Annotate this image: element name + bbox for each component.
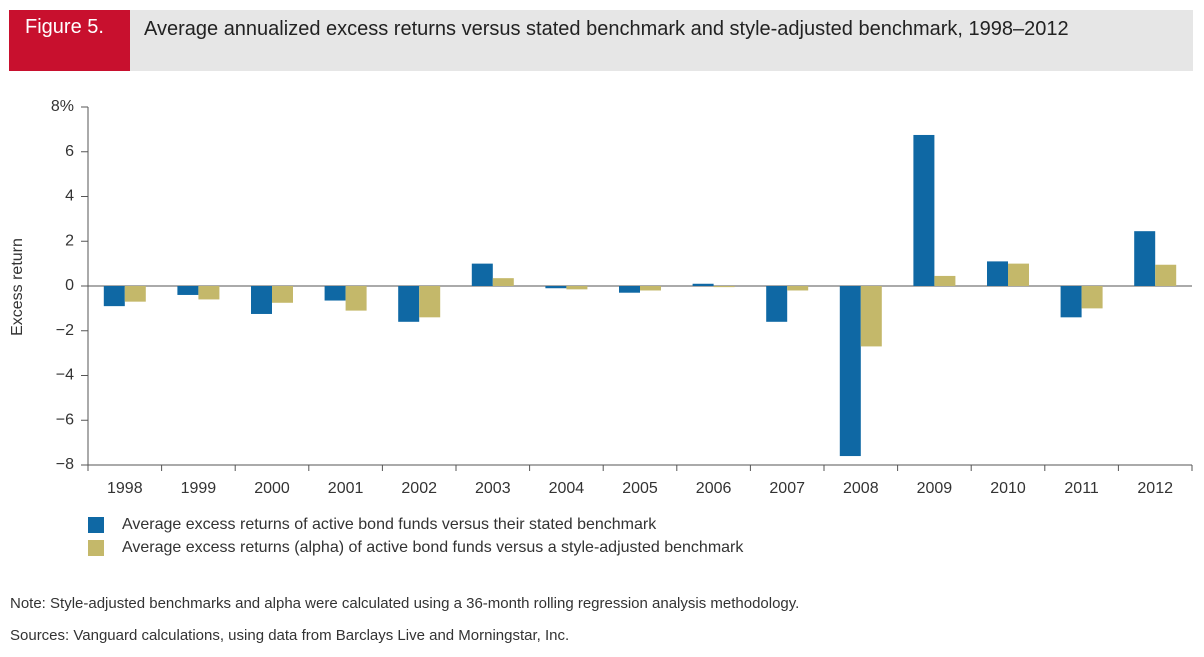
y-tick-label: 4 — [65, 188, 74, 205]
legend-swatch — [88, 540, 104, 556]
x-tick-label: 2009 — [917, 480, 953, 497]
bar — [1008, 263, 1029, 286]
bar — [124, 286, 146, 302]
bar — [1060, 286, 1082, 318]
bar — [860, 286, 882, 347]
bar — [619, 286, 640, 293]
bar — [492, 278, 514, 286]
x-tick-label: 2011 — [1064, 480, 1099, 497]
bar — [1155, 264, 1177, 286]
x-tick-label: 1999 — [181, 480, 217, 497]
bar — [987, 261, 1008, 286]
bar — [692, 283, 714, 286]
bar — [566, 286, 588, 290]
legend-swatch — [88, 517, 104, 533]
bar — [839, 286, 861, 457]
bar — [713, 286, 735, 288]
y-tick-label: 0 — [65, 277, 74, 294]
y-tick-label: −8 — [56, 456, 74, 473]
x-tick-label: 2008 — [843, 480, 879, 497]
bar — [103, 286, 125, 307]
x-tick-label: 2012 — [1137, 480, 1173, 497]
x-tick-label: 2007 — [769, 480, 805, 497]
x-tick-label: 2002 — [401, 480, 437, 497]
bar — [787, 286, 809, 291]
legend-label: Average excess returns (alpha) of active… — [122, 539, 744, 556]
x-tick-label: 2010 — [990, 480, 1026, 497]
x-tick-label: 2003 — [475, 480, 511, 497]
y-tick-label: −4 — [56, 367, 74, 384]
bar — [177, 286, 199, 295]
figure-label: Figure 5. — [9, 10, 130, 71]
y-tick-label: 2 — [65, 232, 74, 249]
y-tick-label: 8% — [51, 98, 74, 115]
x-tick-label: 2006 — [696, 480, 732, 497]
y-tick-label: 6 — [65, 143, 74, 160]
bar — [913, 134, 935, 286]
bar — [1134, 231, 1156, 286]
y-tick-label: −2 — [56, 322, 74, 339]
bar — [419, 286, 441, 318]
bar — [198, 286, 220, 300]
sources: Sources: Vanguard calculations, using da… — [10, 627, 569, 644]
bar — [471, 263, 493, 286]
bar — [1081, 286, 1103, 309]
bar — [251, 286, 272, 314]
bar — [545, 286, 567, 289]
chart-title: Average annualized excess returns versus… — [130, 10, 1193, 71]
y-tick-label: −6 — [56, 411, 74, 428]
x-tick-label: 2004 — [549, 480, 585, 497]
bar — [934, 275, 956, 286]
x-tick-label: 2001 — [328, 480, 364, 497]
bar — [766, 286, 788, 322]
x-tick-label: 1998 — [107, 480, 143, 497]
x-tick-label: 2000 — [254, 480, 290, 497]
bar — [640, 286, 661, 291]
note: Note: Style-adjusted benchmarks and alph… — [10, 595, 799, 612]
legend-label: Average excess returns of active bond fu… — [122, 516, 657, 533]
bar — [398, 286, 420, 322]
y-axis-label: Excess return — [9, 238, 26, 336]
bar — [272, 286, 293, 303]
x-tick-label: 2005 — [622, 480, 658, 497]
bar — [345, 286, 367, 311]
bar — [324, 286, 346, 301]
